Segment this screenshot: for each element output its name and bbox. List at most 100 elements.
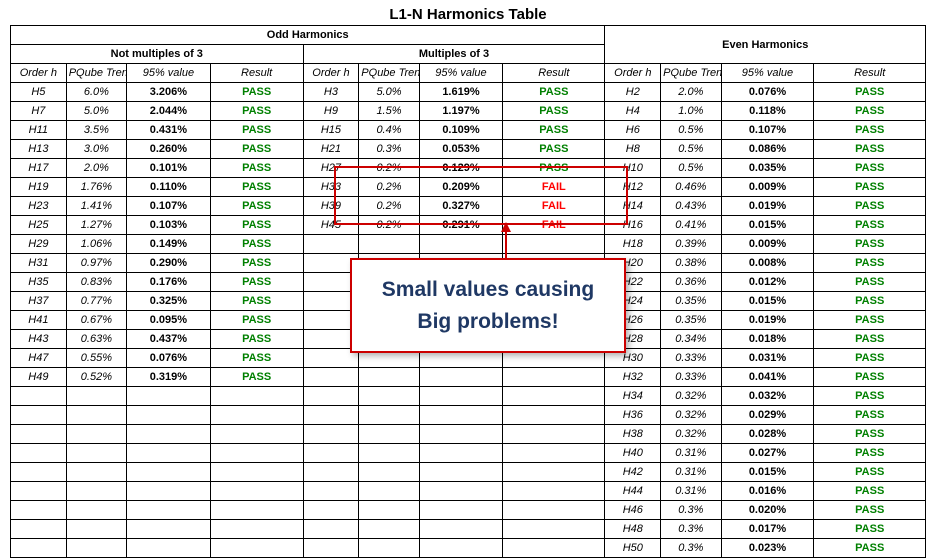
table-row: H400.31%0.027%PASS	[11, 444, 926, 463]
cell-trend: 0.36%	[661, 273, 721, 292]
table-row: H380.32%0.028%PASS	[11, 425, 926, 444]
cell-trend: 0.32%	[661, 387, 721, 406]
cell-trend: 5.0%	[66, 102, 126, 121]
col-trend: PQube Trend	[66, 64, 126, 83]
cell-order: H29	[11, 235, 67, 254]
cell-95value: 0.101%	[127, 159, 211, 178]
cell-95value: 0.209%	[419, 178, 503, 197]
col-order: Order h	[605, 64, 661, 83]
cell-result: PASS	[814, 539, 926, 558]
cell-95value: 0.076%	[721, 83, 814, 102]
cell-95value: 1.619%	[419, 83, 503, 102]
callout-line1: Small values causing	[370, 274, 606, 306]
cell-result: PASS	[210, 349, 303, 368]
cell-trend: 2.0%	[66, 159, 126, 178]
cell-95value: 0.012%	[721, 273, 814, 292]
table-row: H291.06%0.149%PASSH180.39%0.009%PASS	[11, 235, 926, 254]
cell-result: PASS	[210, 292, 303, 311]
cell-trend: 0.34%	[661, 330, 721, 349]
table-row: H231.41%0.107%PASSH390.2%0.327%FAILH140.…	[11, 197, 926, 216]
cell-95value: 0.015%	[721, 216, 814, 235]
cell-trend: 0.3%	[359, 140, 419, 159]
cell-result: PASS	[210, 235, 303, 254]
table-row: H251.27%0.103%PASSH450.2%0.291%FAILH160.…	[11, 216, 926, 235]
cell-95value: 0.009%	[721, 235, 814, 254]
cell-order: H4	[605, 102, 661, 121]
cell-result: PASS	[814, 102, 926, 121]
cell-order: H13	[11, 140, 67, 159]
cell-result: PASS	[210, 368, 303, 387]
col-result: Result	[210, 64, 303, 83]
cell-result: PASS	[210, 159, 303, 178]
cell-order: H14	[605, 197, 661, 216]
cell-order: H21	[303, 140, 359, 159]
cell-95value: 0.437%	[127, 330, 211, 349]
cell-trend: 0.83%	[66, 273, 126, 292]
cell-result: PASS	[814, 140, 926, 159]
cell-order: H25	[11, 216, 67, 235]
cell-trend: 0.31%	[661, 482, 721, 501]
cell-result: PASS	[814, 273, 926, 292]
cell-95value: 0.031%	[721, 349, 814, 368]
cell-95value: 0.028%	[721, 425, 814, 444]
cell-order: H23	[11, 197, 67, 216]
cell-trend: 0.3%	[661, 539, 721, 558]
cell-95value: 0.110%	[127, 178, 211, 197]
callout-line2: Big problems!	[370, 306, 606, 338]
cell-order: H49	[11, 368, 67, 387]
cell-95value: 0.023%	[721, 539, 814, 558]
cell-result: PASS	[814, 368, 926, 387]
table-row: H56.0%3.206%PASSH35.0%1.619%PASSH22.0%0.…	[11, 83, 926, 102]
cell-trend: 0.38%	[661, 254, 721, 273]
cell-trend: 0.55%	[66, 349, 126, 368]
cell-95value: 0.319%	[127, 368, 211, 387]
table-row: H191.76%0.110%PASSH330.2%0.209%FAILH120.…	[11, 178, 926, 197]
cell-result: PASS	[503, 140, 605, 159]
cell-95value: 0.176%	[127, 273, 211, 292]
cell-order: H37	[11, 292, 67, 311]
cell-95value: 2.044%	[127, 102, 211, 121]
cell-95value: 0.431%	[127, 121, 211, 140]
cell-95value: 0.325%	[127, 292, 211, 311]
table-row: H480.3%0.017%PASS	[11, 520, 926, 539]
cell-result: PASS	[814, 235, 926, 254]
col-95: 95% value	[127, 64, 211, 83]
cell-result: PASS	[814, 292, 926, 311]
cell-order: H16	[605, 216, 661, 235]
cell-trend: 0.35%	[661, 311, 721, 330]
cell-order: H44	[605, 482, 661, 501]
col-95: 95% value	[419, 64, 503, 83]
cell-order: H48	[605, 520, 661, 539]
cell-order: H40	[605, 444, 661, 463]
cell-trend: 5.0%	[359, 83, 419, 102]
cell-95value: 0.019%	[721, 197, 814, 216]
cell-order: H10	[605, 159, 661, 178]
cell-result: PASS	[503, 83, 605, 102]
cell-order: H35	[11, 273, 67, 292]
cell-result: PASS	[210, 102, 303, 121]
table-row: H75.0%2.044%PASSH91.5%1.197%PASSH41.0%0.…	[11, 102, 926, 121]
cell-trend: 0.32%	[661, 406, 721, 425]
cell-trend: 6.0%	[66, 83, 126, 102]
cell-result: PASS	[210, 197, 303, 216]
cell-95value: 3.206%	[127, 83, 211, 102]
cell-result: PASS	[814, 444, 926, 463]
cell-order: H41	[11, 311, 67, 330]
cell-order: H38	[605, 425, 661, 444]
cell-order: H46	[605, 501, 661, 520]
cell-order: H42	[605, 463, 661, 482]
cell-95value: 0.107%	[127, 197, 211, 216]
cell-trend: 0.3%	[661, 520, 721, 539]
cell-trend: 1.27%	[66, 216, 126, 235]
cell-result: PASS	[814, 254, 926, 273]
cell-result: PASS	[210, 311, 303, 330]
cell-trend: 0.33%	[661, 349, 721, 368]
cell-result: PASS	[210, 273, 303, 292]
col-order: Order h	[303, 64, 359, 83]
cell-result: PASS	[814, 311, 926, 330]
cell-trend: 1.0%	[661, 102, 721, 121]
cell-result: PASS	[503, 102, 605, 121]
cell-95value: 0.017%	[721, 520, 814, 539]
cell-95value: 0.290%	[127, 254, 211, 273]
cell-trend: 1.06%	[66, 235, 126, 254]
